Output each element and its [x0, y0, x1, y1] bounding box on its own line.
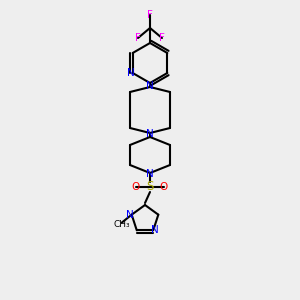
Text: CH₃: CH₃ — [113, 220, 130, 229]
Text: F: F — [159, 33, 165, 43]
Text: O: O — [132, 182, 140, 192]
Text: O: O — [160, 182, 168, 192]
Text: S: S — [146, 181, 154, 194]
Text: N: N — [127, 68, 135, 78]
Text: N: N — [146, 129, 154, 139]
Text: F: F — [147, 10, 153, 20]
Text: F: F — [135, 33, 141, 43]
Text: N: N — [146, 81, 154, 91]
Text: N: N — [146, 169, 154, 179]
Text: N: N — [152, 225, 159, 235]
Text: N: N — [126, 210, 134, 220]
